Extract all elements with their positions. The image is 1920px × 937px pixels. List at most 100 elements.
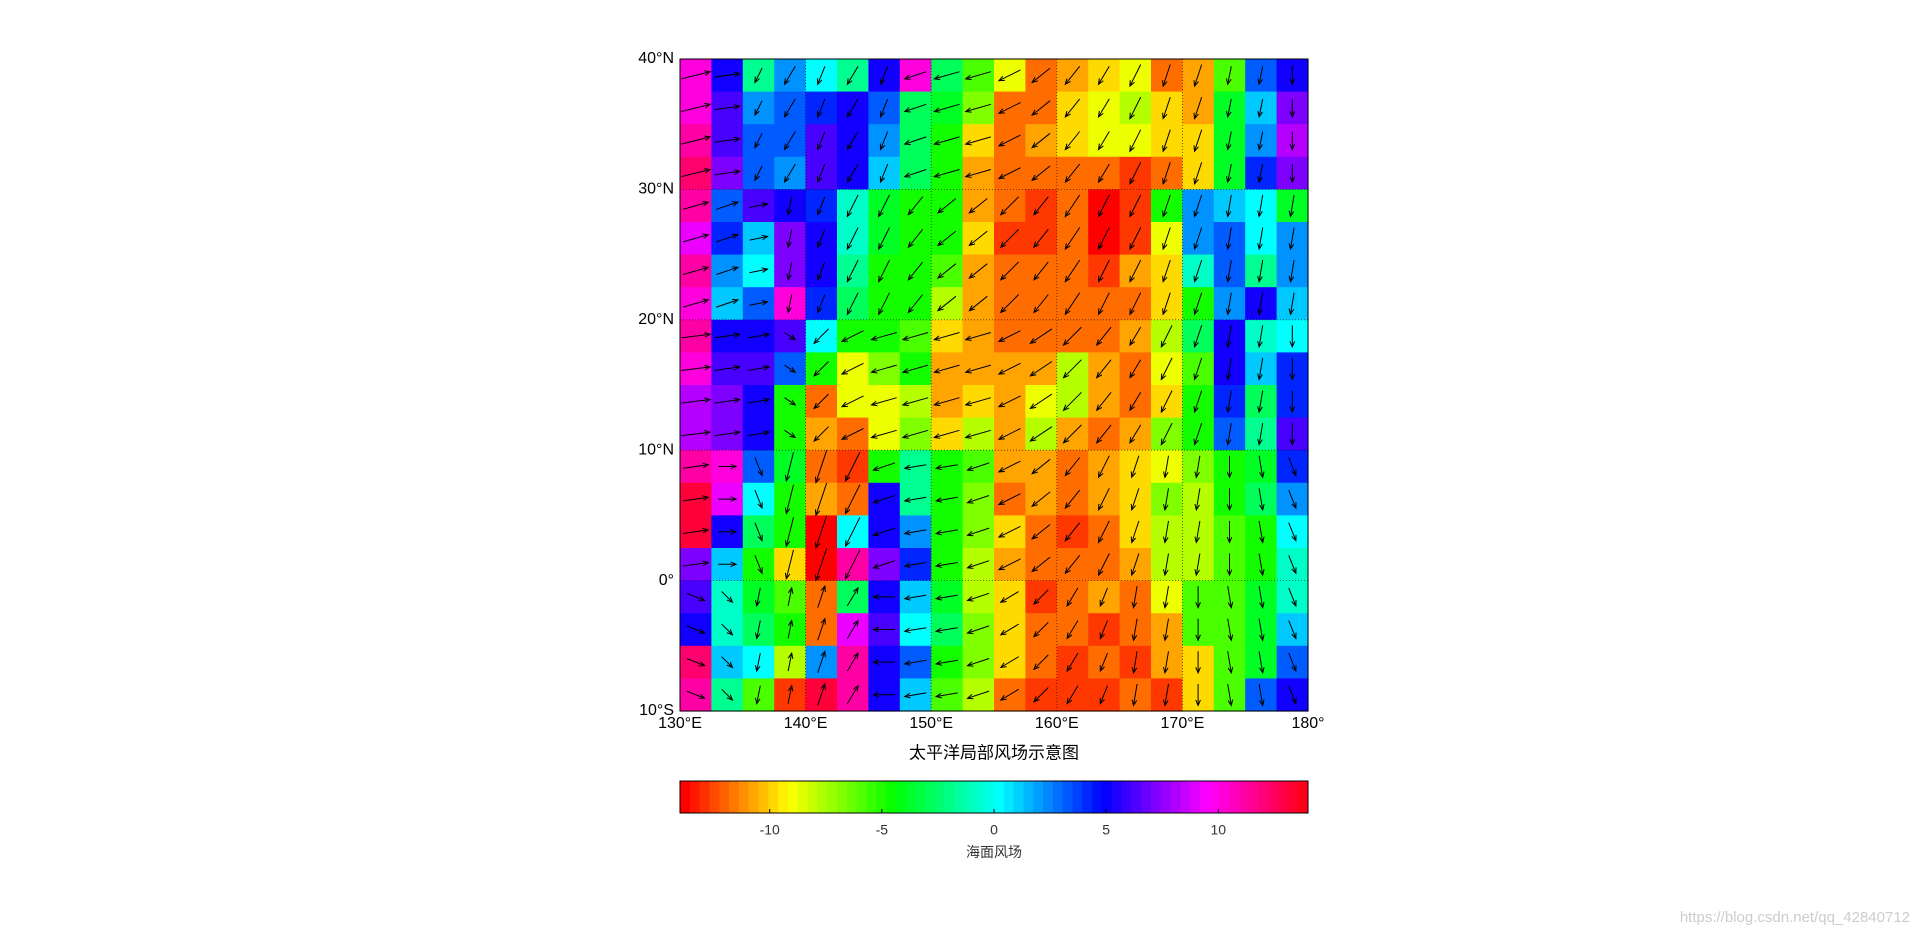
wind-arrow <box>936 230 957 247</box>
wind-arrow <box>907 261 924 281</box>
wind-arrow <box>878 227 890 251</box>
x-tick-label: 170°E <box>1161 715 1205 732</box>
wind-arrow <box>997 460 1021 473</box>
wind-arrow <box>1033 261 1049 281</box>
wind-arrow <box>934 594 958 601</box>
wind-arrow <box>817 98 826 119</box>
wind-arrow <box>1163 651 1169 675</box>
colorbar-step <box>886 781 897 813</box>
wind-arrow <box>1193 325 1203 349</box>
wind-arrow <box>1064 259 1081 283</box>
wind-arrow <box>1193 96 1203 120</box>
colorbar-step <box>827 781 838 813</box>
colorbar-step <box>1072 781 1083 813</box>
wind-arrow <box>1031 524 1051 540</box>
wind-arrow <box>844 517 861 548</box>
wind-arrow <box>846 163 859 184</box>
wind-arrow <box>786 294 793 314</box>
wind-arrow <box>1288 292 1295 316</box>
wind-arrow <box>872 691 895 698</box>
wind-arrow <box>1289 325 1296 349</box>
wind-arrow <box>1289 66 1296 86</box>
wind-arrow <box>1225 194 1232 218</box>
wind-arrow <box>1163 520 1169 544</box>
wind-arrow <box>784 484 794 515</box>
wind-arrow <box>813 328 829 345</box>
wind-arrow <box>747 365 771 371</box>
wind-arrow <box>1288 522 1297 542</box>
colorbar-tick-label: 10 <box>1210 822 1226 838</box>
wind-arrow <box>903 594 927 601</box>
wind-arrow <box>936 295 957 312</box>
wind-arrow <box>747 397 771 404</box>
wind-arrow <box>879 98 889 119</box>
colorbar-step <box>1033 781 1044 813</box>
wind-arrow <box>714 430 741 437</box>
wind-arrow <box>1162 227 1171 251</box>
wind-arrow <box>903 659 927 666</box>
wind-arrow <box>1162 64 1171 88</box>
wind-arrow <box>682 200 710 210</box>
wind-arrow <box>846 131 859 151</box>
wind-arrow <box>878 259 890 283</box>
colorbar-step <box>787 781 799 813</box>
wind-arrow <box>1064 98 1081 118</box>
wind-arrow <box>749 234 769 241</box>
wind-arrow <box>968 295 988 312</box>
wind-arrow <box>872 527 896 537</box>
x-tick-label: 150°E <box>909 715 953 732</box>
wind-arrow <box>783 163 796 184</box>
wind-arrow <box>714 71 741 78</box>
wind-arrow <box>1066 587 1079 608</box>
wind-arrow <box>903 103 927 113</box>
wind-arrow <box>1032 589 1049 606</box>
wind-arrow <box>844 484 861 515</box>
wind-arrow <box>1099 620 1108 640</box>
colorbar-step <box>689 781 701 813</box>
colorbar-step <box>1092 781 1103 813</box>
wind-arrow <box>1193 227 1203 251</box>
wind-arrow <box>997 428 1021 440</box>
wind-arrow <box>681 70 712 80</box>
wind-arrow <box>966 527 990 537</box>
wind-arrow <box>1226 488 1233 512</box>
wind-arrow <box>817 617 826 641</box>
wind-arrow <box>747 430 771 437</box>
wind-arrow <box>681 429 712 437</box>
colorbar-step <box>1131 781 1142 813</box>
wind-arrow <box>966 495 990 504</box>
wind-arrow <box>934 464 958 471</box>
x-tick-label: 160°E <box>1035 715 1079 732</box>
wind-arrow <box>1062 326 1082 347</box>
wind-arrow <box>681 332 712 339</box>
wind-arrow <box>1193 259 1203 283</box>
wind-arrow <box>1258 488 1265 512</box>
wind-arrow <box>1032 687 1049 703</box>
wind-arrow <box>1162 259 1171 283</box>
wind-arrow <box>966 560 990 569</box>
wind-arrow <box>754 522 763 542</box>
colorbar-tick-label: 5 <box>1102 822 1110 838</box>
wind-arrow <box>1258 618 1265 642</box>
wind-arrow <box>714 364 741 371</box>
wind-arrow <box>1162 292 1171 316</box>
wind-arrow <box>1193 357 1203 381</box>
colorbar-step <box>1209 781 1221 813</box>
wind-arrow <box>997 395 1021 408</box>
wind-arrow <box>1257 325 1264 349</box>
wind-arrow <box>933 169 960 178</box>
wind-arrow <box>997 493 1021 506</box>
wind-arrow <box>846 586 859 607</box>
wind-arrow <box>879 163 889 184</box>
wind-arrow <box>749 267 769 274</box>
wind-arrow <box>754 489 763 510</box>
wind-arrow <box>964 332 992 341</box>
wind-arrow <box>879 131 889 151</box>
colorbar-step <box>768 781 779 813</box>
wind-arrow <box>907 294 924 314</box>
wind-arrow <box>872 560 896 569</box>
y-tick-label: 10°S <box>639 702 674 719</box>
colorbar-step <box>935 781 946 813</box>
wind-arrow <box>1031 458 1051 475</box>
wind-arrow <box>901 429 929 439</box>
